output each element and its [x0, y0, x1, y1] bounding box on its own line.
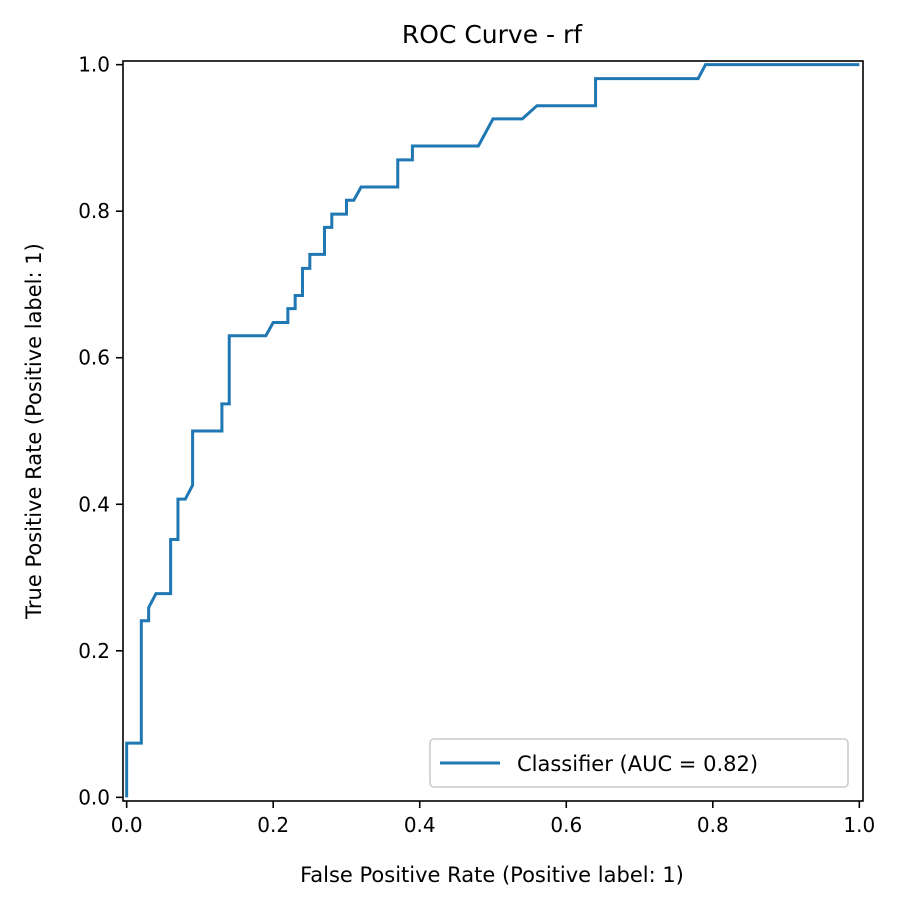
plot-frame [122, 60, 864, 802]
x-tick-label: 0.0 [111, 813, 143, 837]
x-tick-label: 0.6 [550, 813, 582, 837]
chart-title: ROC Curve - rf [402, 20, 583, 49]
y-tick-label: 0.2 [78, 639, 110, 663]
legend-label-classifier: Classifier (AUC = 0.82) [517, 752, 758, 776]
y-tick-label: 0.8 [78, 199, 110, 223]
y-axis-ticks: 0.0 0.2 0.4 0.6 0.8 1.0 [78, 53, 123, 809]
legend: Classifier (AUC = 0.82) [429, 738, 849, 788]
plot-area-background [123, 61, 863, 801]
x-tick-label: 0.2 [257, 813, 289, 837]
x-tick-label: 0.8 [697, 813, 729, 837]
x-tick-label: 0.4 [404, 813, 436, 837]
legend-box [429, 738, 849, 788]
y-tick-label: 0.6 [78, 346, 110, 370]
roc-curve-line [125, 63, 860, 798]
y-tick-label: 0.0 [78, 785, 110, 809]
y-axis-label: True Positive Rate (Positive label: 1) [22, 243, 46, 620]
y-tick-label: 1.0 [78, 53, 110, 77]
x-axis-label: False Positive Rate (Positive label: 1) [300, 863, 684, 887]
y-tick-label: 0.4 [78, 492, 110, 516]
x-tick-label: 1.0 [843, 813, 875, 837]
x-axis-ticks: 0.0 0.2 0.4 0.6 0.8 1.0 [111, 801, 875, 837]
